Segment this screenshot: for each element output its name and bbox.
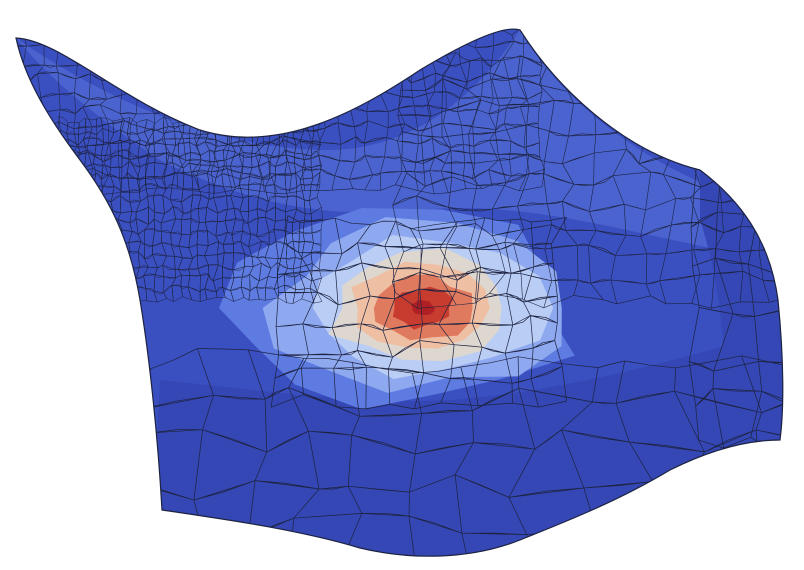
mesh-cell-group <box>392 52 783 309</box>
mesh-cell-group <box>688 153 783 458</box>
hotspot-ring-7 <box>411 299 435 315</box>
right-face-shadow <box>700 170 783 440</box>
mesh-cell-group <box>270 215 567 410</box>
upper-fold-highlight <box>16 30 720 250</box>
surface-outline <box>15 28 784 557</box>
